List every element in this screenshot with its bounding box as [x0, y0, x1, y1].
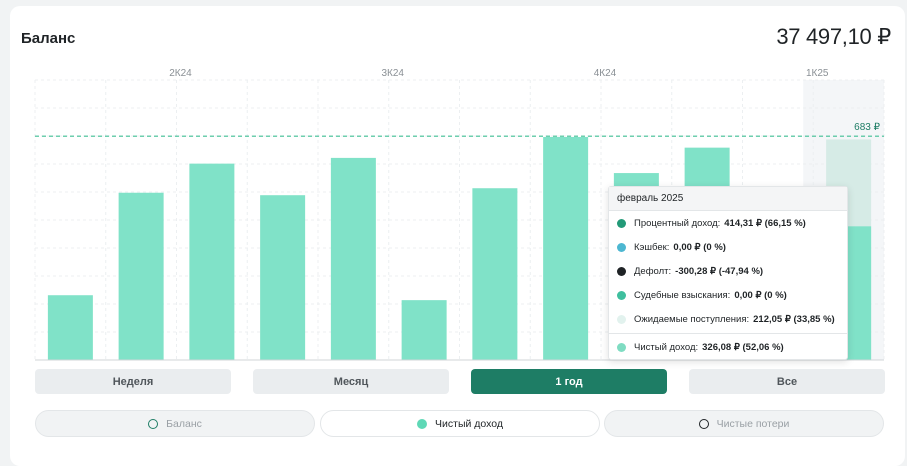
- tooltip-row: Чистый доход: 326,08 ₽ (52,06 %): [617, 340, 784, 354]
- tooltip-row-dot: [617, 342, 626, 352]
- period-all-button[interactable]: Все: [689, 369, 885, 394]
- tooltip-row-label: Ожидаемые поступления:: [634, 313, 750, 325]
- tooltip-row: Дефолт: -300,28 ₽ (-47,94 %): [617, 264, 763, 278]
- max-reference-label: 683 ₽: [854, 122, 880, 133]
- net-income-bar: [189, 163, 235, 360]
- net-income-bar: [118, 192, 164, 360]
- legend-net-losses-label: Чистые потери: [716, 417, 790, 430]
- legend-net-losses-button[interactable]: Чистые потери: [604, 410, 884, 437]
- period-week-label: Неделя: [112, 375, 154, 388]
- tooltip-row-value: 0,00 ₽ (0 %): [734, 289, 787, 301]
- tooltip-row-label: Чистый доход:: [634, 341, 699, 353]
- net-income-bar: [472, 188, 518, 360]
- tooltip-row-dot: [617, 266, 626, 276]
- tooltip-divider: [609, 333, 847, 334]
- tooltip-row: Процентный доход: 414,31 ₽ (66,15 %): [617, 216, 806, 230]
- legend-balance-dot: [148, 418, 159, 429]
- legend-net-income-dot: [417, 418, 428, 429]
- tooltip-row-dot: [617, 314, 626, 324]
- tooltip-row-dot: [617, 242, 626, 252]
- tooltip-row-value: -300,28 ₽ (-47,94 %): [675, 265, 764, 277]
- tooltip-row: Ожидаемые поступления: 212,05 ₽ (33,85 %): [617, 312, 835, 326]
- legend-net-income-label: Чистый доход: [435, 417, 503, 430]
- balance-amount: 37 497,10 ₽: [776, 24, 891, 49]
- period-year-button[interactable]: 1 год: [471, 369, 667, 394]
- legend-balance-button[interactable]: Баланс: [35, 410, 315, 437]
- tooltip-row: Кэшбек: 0,00 ₽ (0 %): [617, 240, 726, 254]
- tooltip-row-value: 326,08 ₽ (52,06 %): [702, 341, 784, 353]
- card-title: Баланс: [21, 30, 76, 47]
- tooltip-row-value: 212,05 ₽ (33,85 %): [753, 313, 835, 325]
- tooltip-row-value: 414,31 ₽ (66,15 %): [724, 217, 806, 229]
- tooltip-title: февраль 2025: [609, 187, 847, 211]
- period-week-button[interactable]: Неделя: [35, 369, 231, 394]
- tooltip-row-label: Дефолт:: [634, 265, 672, 277]
- period-all-label: Все: [776, 375, 798, 388]
- quarter-tick-label: 2К24: [169, 68, 192, 79]
- net-income-bar: [330, 157, 376, 360]
- net-income-bar: [543, 136, 589, 360]
- period-month-label: Месяц: [333, 375, 369, 388]
- legend-balance-label: Баланс: [166, 417, 202, 430]
- quarter-tick-label: 3К24: [381, 68, 404, 79]
- quarter-tick-label: 4К24: [594, 68, 617, 79]
- net-income-bar: [260, 195, 306, 360]
- tooltip-row-dot: [617, 218, 626, 228]
- period-year-label: 1 год: [555, 375, 583, 388]
- legend-net-losses-dot: [698, 418, 709, 429]
- quarter-tick-label: 1К25: [806, 68, 829, 79]
- tooltip-row-label: Судебные взыскания:: [634, 289, 731, 301]
- legend-net-income-button[interactable]: Чистый доход: [320, 410, 600, 437]
- net-income-bar: [401, 300, 447, 360]
- tooltip-row: Судебные взыскания: 0,00 ₽ (0 %): [617, 288, 787, 302]
- tooltip-row-dot: [617, 290, 626, 300]
- tooltip-row-label: Кэшбек:: [634, 241, 670, 253]
- period-month-button[interactable]: Месяц: [253, 369, 449, 394]
- tooltip-row-value: 0,00 ₽ (0 %): [673, 241, 726, 253]
- chart-tooltip: февраль 2025 Процентный доход: 414,31 ₽ (…: [608, 186, 848, 360]
- tooltip-row-label: Процентный доход:: [634, 217, 721, 229]
- net-income-bar: [47, 295, 93, 360]
